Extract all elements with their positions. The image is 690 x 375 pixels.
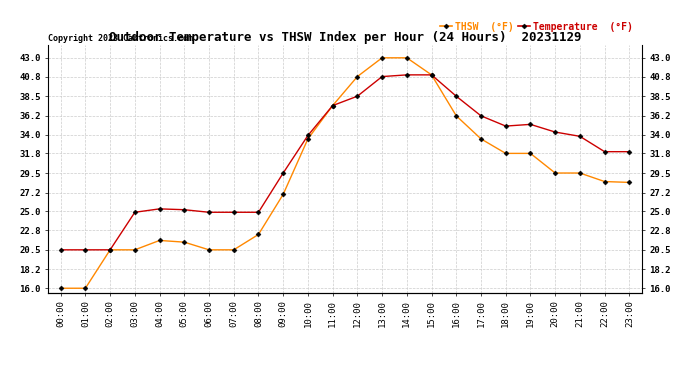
Text: Copyright 2023 Cartronics.com: Copyright 2023 Cartronics.com: [48, 33, 193, 42]
Title: Outdoor Temperature vs THSW Index per Hour (24 Hours)  20231129: Outdoor Temperature vs THSW Index per Ho…: [109, 31, 581, 44]
Legend: THSW  (°F), Temperature  (°F): THSW (°F), Temperature (°F): [436, 18, 637, 36]
